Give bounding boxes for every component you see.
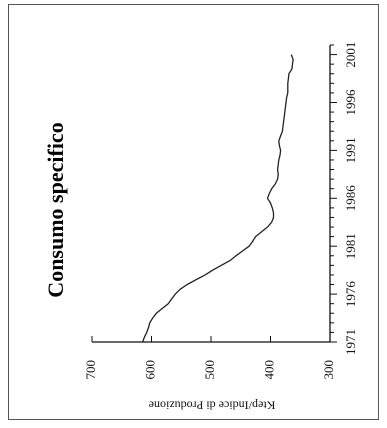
y-tick-label: 700 [83,360,98,380]
x-tick-label: 1991 [343,137,358,163]
x-tick-label: 1986 [343,185,358,212]
y-axis-ticks: 300 400 500 600 700 [83,336,336,380]
x-tick-label: 1996 [343,89,358,116]
chart-title: Consumo specifico [43,122,68,297]
y-tick-label: 300 [321,360,336,380]
y-axis-title: Ktep/Indice di Produzione [149,398,276,412]
chart-frame [8,4,379,420]
axes [92,45,331,343]
x-tick-label: 1971 [343,329,358,355]
y-tick-label: 400 [261,360,276,380]
x-tick-label: 1976 [343,281,358,308]
x-axis-ticks: 1971 1976 1981 1986 1991 1996 2001 [330,42,358,355]
series-group [141,54,294,343]
series-line [141,54,294,343]
x-tick-label: 1981 [343,233,358,259]
y-tick-label: 600 [142,360,157,380]
x-tick-label: 2001 [343,42,358,68]
y-tick-label: 500 [202,360,217,380]
